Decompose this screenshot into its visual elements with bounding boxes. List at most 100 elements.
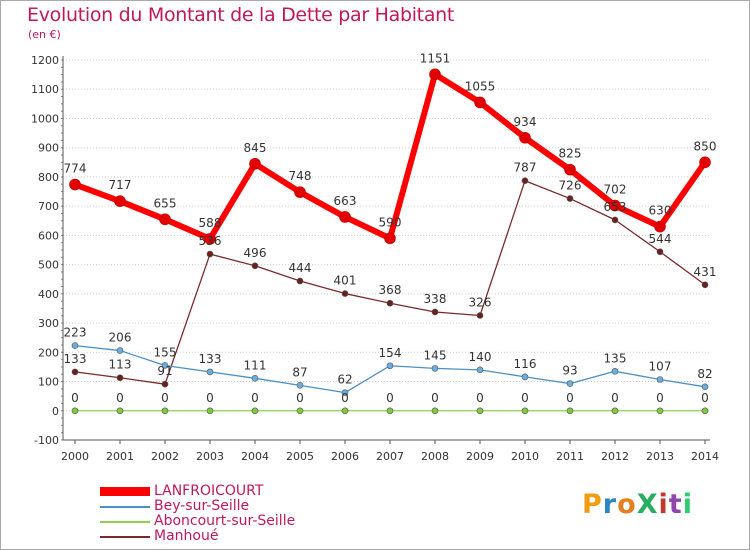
data-label: 1055 [465, 79, 496, 93]
data-point [159, 213, 171, 226]
data-label: 326 [469, 295, 492, 309]
data-label: 0 [71, 391, 79, 405]
data-label: 431 [694, 265, 717, 279]
proxiti-logo: ProXiti [582, 489, 693, 520]
data-label: 0 [521, 391, 529, 405]
y-tick-label: -100 [34, 434, 59, 447]
data-point [71, 342, 79, 349]
x-tick-label: 2010 [511, 450, 539, 463]
series-line [72, 71, 708, 242]
data-label: 0 [386, 391, 394, 405]
data-point [341, 290, 349, 297]
data-label: 544 [649, 232, 672, 246]
data-label: 588 [199, 216, 222, 230]
legend-label-aboncourt-sur-seille: Aboncourt-sur-Seille [154, 513, 296, 529]
logo-letter: o [617, 489, 637, 520]
data-point [431, 308, 439, 316]
y-tick-label: 400 [38, 288, 59, 301]
data-point [384, 232, 396, 245]
data-point [476, 407, 484, 415]
data-label: 0 [116, 391, 124, 405]
data-point [611, 407, 619, 415]
data-point [69, 178, 81, 191]
data-label: 0 [611, 391, 619, 405]
data-label: 87 [292, 365, 307, 379]
y-tick-label: 1000 [31, 112, 59, 125]
x-tick-label: 2006 [331, 450, 359, 463]
data-point [161, 380, 169, 388]
x-tick-label: 2005 [286, 450, 314, 463]
data-point [386, 299, 394, 307]
data-label: 107 [649, 359, 672, 373]
y-tick-label: 900 [38, 142, 59, 155]
x-tick-label: 2014 [691, 450, 719, 463]
legend-swatch-bey-sur-seille [100, 506, 150, 508]
data-label: 655 [154, 196, 177, 210]
data-point [206, 407, 214, 415]
data-point [386, 407, 394, 415]
data-point [656, 407, 664, 415]
data-label: 223 [64, 326, 87, 340]
data-label: 630 [649, 204, 672, 218]
data-label: 135 [604, 351, 627, 365]
y-tick-label: 200 [38, 346, 59, 359]
data-label: 155 [154, 345, 177, 359]
data-label: 726 [559, 179, 582, 193]
data-point [566, 407, 574, 415]
data-point [431, 365, 439, 372]
data-point [521, 407, 529, 415]
data-point [161, 407, 169, 415]
data-point [116, 347, 124, 354]
legend-label-lanfroicourt: LANFROICOURT [154, 483, 264, 499]
data-label: 154 [379, 346, 402, 360]
legend-swatch-lanfroicourt [100, 487, 150, 496]
y-tick-label: 300 [38, 317, 59, 330]
data-label: 0 [476, 391, 484, 405]
chart-unit: (en €) [28, 28, 61, 41]
data-point [251, 262, 259, 270]
x-tick-label: 2011 [556, 450, 584, 463]
data-point [114, 195, 126, 207]
data-label: 0 [251, 391, 259, 405]
data-point [566, 380, 574, 387]
x-tick-label: 2003 [196, 450, 224, 463]
data-point [609, 199, 621, 212]
x-tick-label: 2007 [376, 450, 404, 463]
data-point [71, 407, 79, 415]
x-tick-label: 2009 [466, 450, 494, 463]
data-point [341, 389, 349, 396]
data-label: 0 [341, 391, 349, 405]
data-label: 91 [157, 364, 172, 378]
data-label: 850 [694, 139, 717, 153]
legend-swatch-manhoue [100, 536, 150, 538]
y-tick-label: 1100 [31, 83, 59, 96]
data-label: 0 [296, 391, 304, 405]
data-point [701, 281, 709, 289]
data-point [566, 195, 574, 202]
data-point [71, 368, 79, 376]
y-tick-label: 500 [38, 259, 59, 272]
data-point [429, 68, 441, 81]
y-tick-label: 0 [52, 405, 59, 418]
data-point [296, 277, 304, 285]
data-label: 0 [206, 391, 214, 405]
data-point [161, 362, 169, 369]
data-label: 748 [289, 169, 312, 183]
logo-letter: P [582, 489, 603, 520]
logo-letter: i [658, 489, 669, 520]
data-point [474, 96, 486, 109]
data-point [476, 312, 484, 319]
legend-swatch-aboncourt-sur-seille [100, 521, 150, 523]
data-point [519, 131, 531, 144]
x-tick-label: 2000 [61, 450, 89, 463]
data-point [386, 362, 394, 370]
x-tick-label: 2004 [241, 450, 269, 463]
data-point [701, 383, 709, 391]
data-point [701, 407, 709, 415]
logo-letter: t [668, 489, 683, 520]
data-label: 113 [109, 358, 132, 372]
x-tick-label: 2001 [106, 450, 134, 463]
data-label: 825 [559, 147, 582, 161]
